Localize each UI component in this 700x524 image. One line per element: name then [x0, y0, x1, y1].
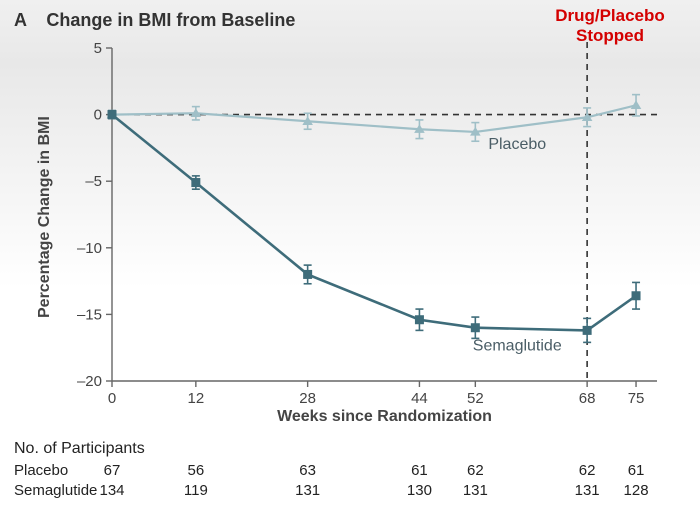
participants-cell: 62	[455, 462, 495, 479]
y-tick-label: –5	[85, 173, 102, 190]
x-tick-label: 68	[579, 390, 596, 407]
participants-cell: 131	[567, 482, 607, 499]
y-tick-label: –10	[77, 240, 102, 257]
x-tick-label: 52	[467, 390, 484, 407]
participants-cell: 131	[288, 482, 328, 499]
participants-cell: 67	[92, 462, 132, 479]
x-tick-label: 75	[628, 390, 645, 407]
participants-cell: 61	[616, 462, 656, 479]
y-tick-label: 5	[94, 40, 102, 57]
participants-cell: 56	[176, 462, 216, 479]
marker-square	[471, 323, 480, 332]
participants-cell: 134	[92, 482, 132, 499]
x-tick-label: 28	[299, 390, 316, 407]
series-line-semaglutide	[112, 115, 636, 331]
series-label-placebo: Placebo	[488, 136, 546, 153]
participants-row: Semaglutide134119131130131131128	[14, 482, 119, 499]
participants-row: Placebo67566361626261	[14, 462, 119, 479]
x-tick-label: 12	[188, 390, 205, 407]
y-tick-label: –20	[77, 373, 102, 390]
marker-square	[632, 291, 641, 300]
marker-square	[303, 270, 312, 279]
participants-cell: 131	[455, 482, 495, 499]
marker-square	[191, 178, 200, 187]
participants-block: No. of Participants Placebo6756636162626…	[14, 440, 694, 458]
marker-square	[415, 315, 424, 324]
participants-title: No. of Participants	[14, 440, 694, 458]
x-axis-label: Weeks since Randomization	[112, 408, 657, 426]
y-tick-label: 0	[94, 107, 102, 124]
y-tick-label: –15	[77, 306, 102, 323]
participants-cell: 128	[616, 482, 656, 499]
marker-triangle	[631, 100, 642, 109]
series-label-semaglutide: Semaglutide	[473, 337, 562, 354]
participants-cell: 119	[176, 482, 216, 499]
participants-cell: 130	[399, 482, 439, 499]
participants-cell: 63	[288, 462, 328, 479]
series-line-placebo	[112, 105, 636, 132]
participants-cell: 61	[399, 462, 439, 479]
bmi-chart: –20 –15 –10 –5 0 5 0 12 28 44 52 68 75 Placebo Semaglu…	[0, 0, 700, 430]
marker-square	[583, 326, 592, 335]
marker-square	[108, 110, 117, 119]
x-tick-label: 44	[411, 390, 428, 407]
x-tick-label: 0	[108, 390, 116, 407]
participants-cell: 62	[567, 462, 607, 479]
